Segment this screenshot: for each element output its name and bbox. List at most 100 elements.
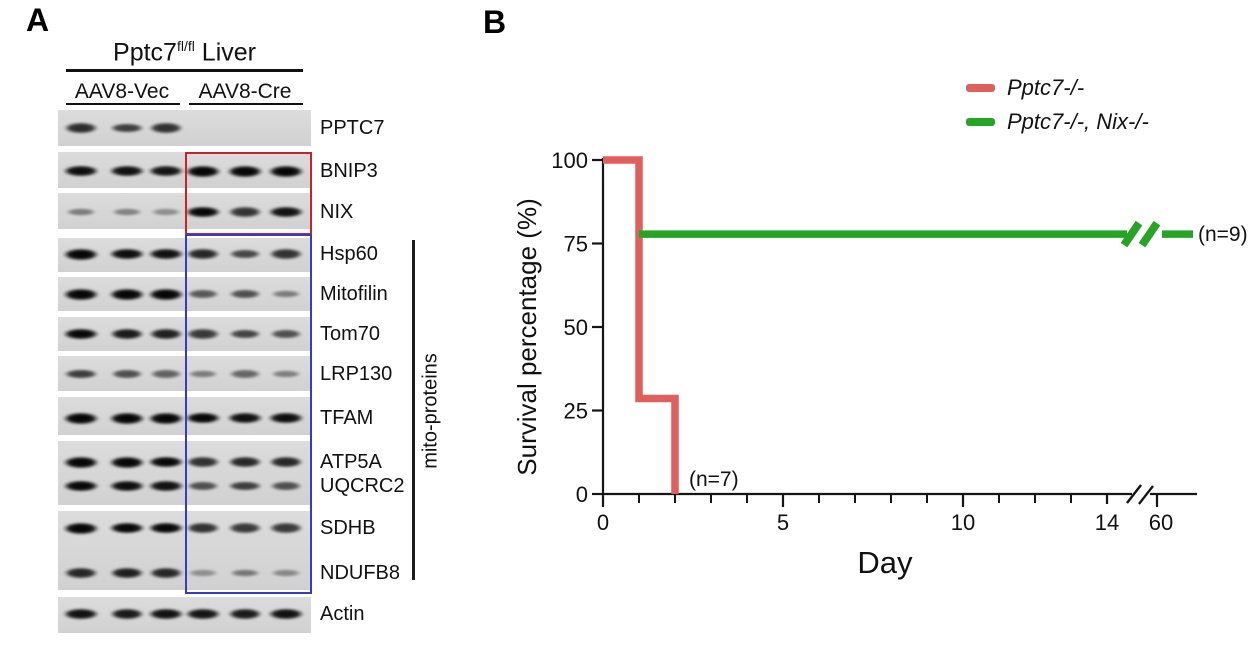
column-group-aav8-cre: AAV8-Cre <box>198 80 292 103</box>
protein-band <box>267 164 305 178</box>
blot-strip <box>58 356 311 391</box>
protein-band <box>108 567 146 579</box>
protein-band <box>185 456 221 468</box>
protein-band <box>147 479 185 493</box>
protein-band <box>108 247 146 261</box>
protein-band <box>267 205 305 219</box>
protein-label-uqcrc2: UQCRC2 <box>320 475 405 497</box>
blot-strip <box>58 597 311 633</box>
blot-strip <box>58 238 311 272</box>
protein-band <box>227 328 263 340</box>
protein-label-lrp130: LRP130 <box>320 363 393 385</box>
protein-band <box>270 568 302 578</box>
mito-proteins-label: mito-proteins <box>419 353 442 469</box>
protein-band <box>185 522 221 534</box>
protein-band <box>187 568 219 578</box>
protein-band <box>150 207 182 217</box>
protein-band <box>149 369 183 379</box>
protein-band <box>63 368 99 380</box>
protein-band <box>184 205 222 219</box>
protein-band <box>62 521 100 535</box>
protein-band <box>268 480 304 492</box>
legend-item-pptc7-ko: Pptc7-/- <box>966 75 1084 100</box>
protein-band <box>184 411 222 425</box>
protein-band <box>184 607 222 621</box>
protein-band <box>109 368 145 380</box>
protein-label-actin: Actin <box>320 603 365 625</box>
panel-a-label: A <box>26 2 50 38</box>
protein-band <box>62 287 100 301</box>
protein-band <box>108 411 146 425</box>
legend-label-pptc7-ko: Pptc7-/- <box>1007 75 1085 100</box>
y-tick-label: 100 <box>551 148 588 173</box>
y-tick-label: 50 <box>564 315 588 340</box>
protein-band <box>226 607 264 621</box>
protein-label-tom70: Tom70 <box>320 323 381 345</box>
protein-band <box>185 328 221 340</box>
protein-band <box>147 287 185 301</box>
protein-band <box>147 521 185 535</box>
protein-band <box>108 287 146 301</box>
protein-band <box>226 411 264 425</box>
protein-band <box>147 328 185 340</box>
mito-proteins-bracket <box>412 240 415 580</box>
protein-band <box>268 522 304 534</box>
blot-title: Pptc7fl/fl Liver <box>66 38 303 67</box>
green-line-break-slash-1 <box>1120 220 1143 248</box>
protein-band <box>64 207 98 217</box>
survival-curve-chart: 0 25 50 75 100 Survival percentage (%) 0 5 10 14 6… <box>512 148 1248 580</box>
x-axis-break-slash-1 <box>1126 484 1142 504</box>
protein-band <box>269 289 303 299</box>
protein-band <box>110 207 144 217</box>
y-tick-label: 25 <box>564 399 588 424</box>
protein-band <box>227 248 263 260</box>
protein-band <box>63 122 99 134</box>
blot-title-gene: Pptc7 <box>113 38 177 67</box>
x-tick-label: 10 <box>951 510 975 535</box>
protein-band <box>62 247 100 261</box>
n-label-pptc7-ko: (n=7) <box>689 468 739 491</box>
n-label-pptc7-nix-dko: (n=9) <box>1198 223 1248 246</box>
y-axis-title: Survival percentage (%) <box>512 198 542 475</box>
protein-band <box>184 164 222 178</box>
protein-label-ndufb8: NDUFB8 <box>320 562 401 584</box>
blot-strip <box>58 152 311 188</box>
protein-band <box>108 455 146 469</box>
protein-band <box>147 567 185 579</box>
protein-band <box>108 164 146 178</box>
protein-label-tfam: TFAM <box>320 407 374 429</box>
protein-band <box>227 206 263 218</box>
blot-strip <box>58 441 311 505</box>
western-blot-strips: PPTC7 BNIP3 NIX Hsp60 Mitofilin Tom70 LRP130 TF… <box>58 110 404 638</box>
blot-strip <box>58 397 311 435</box>
protein-band <box>147 455 185 469</box>
blot-strip <box>58 110 311 146</box>
column-group-aav8-vec: AAV8-Vec <box>74 80 170 103</box>
blot-strip <box>58 317 311 351</box>
y-tick-label: 75 <box>564 232 588 257</box>
protein-band <box>62 411 100 425</box>
legend-dash-green <box>966 118 995 126</box>
protein-band <box>267 456 305 468</box>
protein-band <box>226 456 264 468</box>
protein-band <box>147 247 185 261</box>
protein-band <box>227 480 263 492</box>
x-tick-label: 14 <box>1095 510 1119 535</box>
protein-band <box>62 327 100 341</box>
protein-band <box>267 411 305 425</box>
series-pptc7-ko-curve <box>603 156 679 494</box>
protein-band <box>108 327 146 341</box>
protein-band <box>228 568 262 578</box>
x-tick-label: 5 <box>777 510 789 535</box>
x-axis-title: Day <box>857 545 913 580</box>
group-underline-cre <box>189 103 303 105</box>
protein-band <box>227 288 263 300</box>
protein-band <box>109 122 145 134</box>
protein-band <box>148 122 184 134</box>
title-underline <box>66 69 303 72</box>
protein-label-atp5a: ATP5A <box>320 451 382 473</box>
protein-band <box>108 521 146 535</box>
protein-band <box>108 479 146 493</box>
blot-strip <box>58 277 311 311</box>
